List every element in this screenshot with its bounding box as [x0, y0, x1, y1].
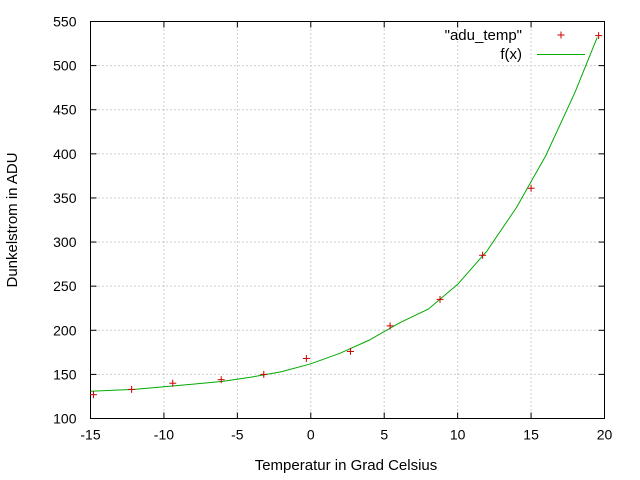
x-tick-label: -15 — [80, 427, 100, 443]
plot-frame — [90, 21, 605, 419]
legend-label-fx: f(x) — [500, 46, 522, 63]
y-tick-label: 350 — [53, 190, 77, 206]
data-point — [169, 379, 177, 387]
data-point — [128, 385, 136, 393]
y-tick-label: 200 — [53, 322, 77, 338]
data-point — [260, 370, 268, 378]
x-tick-label: 0 — [307, 427, 315, 443]
x-axis-label: Temperatur in Grad Celsius — [255, 457, 438, 474]
x-tick-label: 10 — [450, 427, 466, 443]
legend-marker-adu-temp — [557, 31, 565, 39]
y-tick-label: 500 — [53, 58, 77, 74]
y-tick-label: 300 — [53, 234, 77, 250]
data-point — [302, 355, 310, 363]
data-point — [346, 347, 354, 355]
data-point — [89, 391, 97, 399]
data-point — [595, 32, 603, 40]
y-tick-labels: 100 150 200 250 300 350 400 450 500 550 — [53, 14, 77, 427]
x-tick-labels: -15 -10 -5 0 5 10 15 20 — [80, 427, 612, 443]
data-point — [386, 322, 394, 330]
y-tick-label: 550 — [53, 14, 77, 30]
x-tick-label: 15 — [523, 427, 539, 443]
y-tick-label: 150 — [53, 366, 77, 382]
x-tick-label: 20 — [597, 427, 613, 443]
data-point — [217, 376, 225, 384]
x-tick-label: -5 — [231, 427, 244, 443]
fx-curve — [90, 37, 598, 392]
grid-lines — [90, 21, 605, 419]
y-tick-label: 400 — [53, 146, 77, 162]
legend: "adu_temp" f(x) — [445, 27, 585, 63]
x-tick-label: -10 — [154, 427, 174, 443]
axis-ticks — [90, 21, 605, 419]
series-layer — [89, 32, 603, 399]
data-point — [479, 251, 487, 259]
x-tick-label: 5 — [380, 427, 388, 443]
data-point — [527, 184, 535, 192]
data-point — [436, 295, 444, 303]
y-tick-label: 250 — [53, 278, 77, 294]
y-axis-label: Dunkelstrom in ADU — [4, 152, 21, 287]
legend-label-adu-temp: "adu_temp" — [445, 27, 522, 44]
y-tick-label: 100 — [53, 411, 77, 427]
y-tick-label: 450 — [53, 102, 77, 118]
